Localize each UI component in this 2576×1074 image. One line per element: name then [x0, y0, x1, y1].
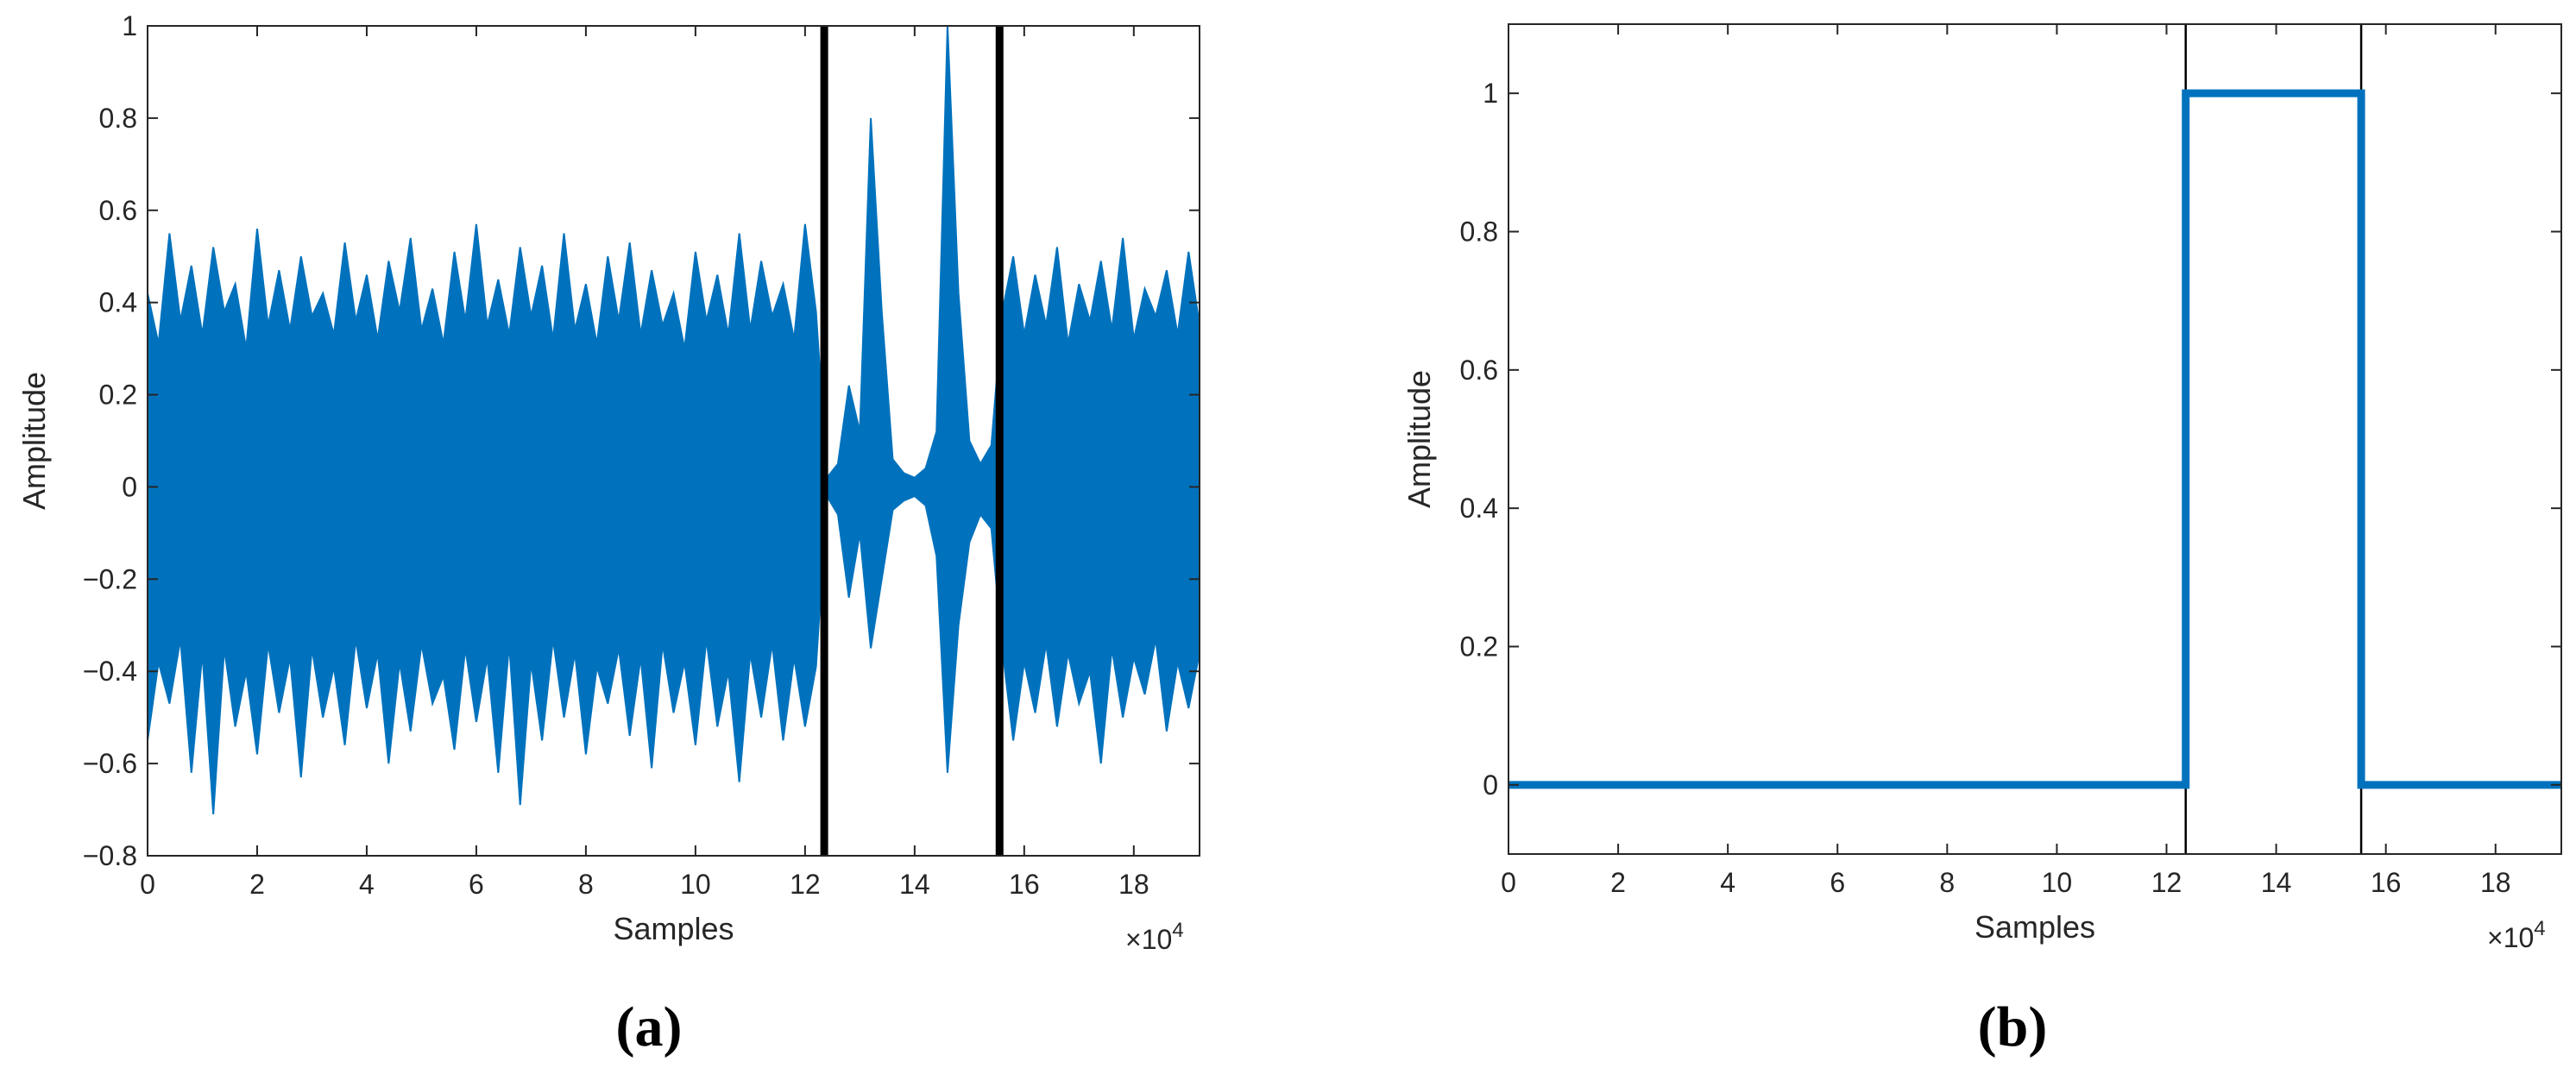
x-tick-label: 12: [790, 869, 821, 900]
x-tick-label: 4: [1720, 867, 1735, 898]
x-axis-label: Samples: [613, 911, 734, 946]
x-tick-label: 14: [899, 869, 930, 900]
axes-box: [147, 25, 1200, 857]
y-tick-label: 0.2: [99, 380, 137, 411]
x-tick-label: 12: [2151, 867, 2182, 898]
plot-content: [1508, 24, 2561, 854]
exponent-power: 4: [2534, 917, 2545, 940]
exponent-power: 4: [1172, 919, 1183, 942]
y-axis-label: Amplitude: [16, 372, 52, 510]
y-tick-label: 0.6: [99, 195, 137, 226]
signal-upper: [148, 26, 1200, 488]
x-tick-label: 6: [469, 869, 484, 900]
panel-label: (a): [616, 995, 683, 1058]
step-line: [1508, 89, 2561, 789]
y-tick-label: −0.2: [83, 563, 137, 594]
x-tick-label: 16: [1009, 869, 1040, 900]
x-tick-label: 2: [249, 869, 265, 900]
panel: 0 2 4 6 8 10 12 14 16 18−0.8−0.6−0.4−0.200.20.40.…: [16, 10, 1200, 1058]
exponent-base: ×10: [1125, 924, 1172, 955]
y-tick-label: 0.4: [1460, 493, 1498, 524]
plot-area: [1508, 24, 2561, 854]
x-tick-label: 8: [578, 869, 594, 900]
y-tick-label: 0.8: [99, 103, 137, 134]
x-tick-label: 14: [2261, 867, 2292, 898]
y-tick-label: −0.8: [83, 840, 137, 871]
x-tick-label: 4: [359, 869, 375, 900]
y-axis-label: Amplitude: [1401, 370, 1437, 508]
x-tick-label: 16: [2371, 867, 2402, 898]
x-tick-label: 18: [1118, 869, 1149, 900]
y-tick-label: 0: [1483, 769, 1498, 801]
x-axis-label: Samples: [1975, 909, 2095, 945]
axis-exponent: ×104: [1125, 919, 1184, 955]
y-tick-label: 0.6: [1460, 355, 1498, 386]
y-tick-label: 0: [122, 471, 137, 502]
x-tick-label: 0: [1501, 867, 1516, 898]
y-tick-label: 0.2: [1460, 631, 1498, 663]
plot-content: [148, 26, 1200, 856]
signal-lower: [148, 486, 1200, 814]
x-tick-label: 10: [2042, 867, 2073, 898]
axis-exponent: ×104: [2487, 917, 2546, 953]
panel: 0 2 4 6 8 10 12 14 16 18 0 0.2 0.4 0.6 0.8 1 Samples Ampl…: [1401, 23, 2562, 1058]
x-tick-label: 10: [680, 869, 711, 900]
axes-box: [1508, 23, 2562, 855]
panel-label: (b): [1978, 995, 2048, 1058]
y-tick-label: 0.4: [99, 287, 137, 318]
x-tick-label: 0: [140, 869, 155, 900]
x-tick-label: 2: [1610, 867, 1626, 898]
x-tick-label: 6: [1830, 867, 1845, 898]
y-tick-label: 1: [1483, 78, 1498, 109]
exponent-base: ×10: [2487, 922, 2534, 953]
x-tick-label: 18: [2480, 867, 2511, 898]
y-tick-label: 1: [122, 10, 137, 41]
x-tick-label: 8: [1939, 867, 1955, 898]
y-tick-label: −0.6: [83, 748, 137, 779]
y-tick-label: −0.4: [83, 656, 137, 687]
y-tick-label: 0.8: [1460, 217, 1498, 248]
